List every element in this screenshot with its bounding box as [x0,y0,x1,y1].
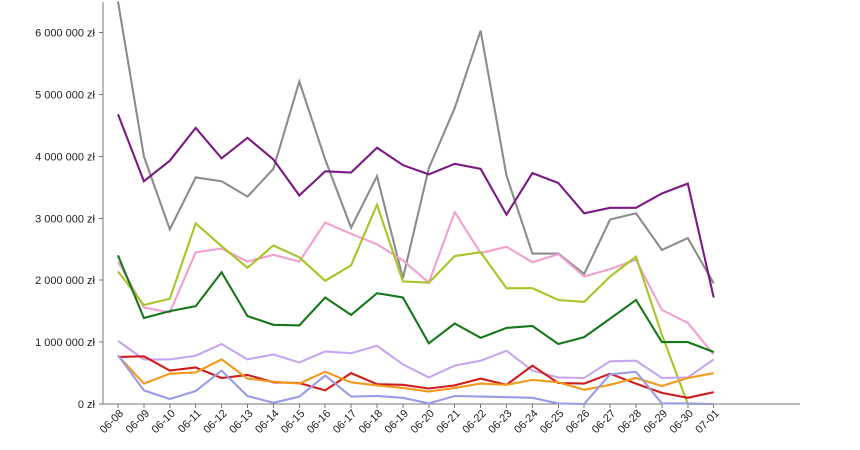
x-tick-label: 06-10 [150,408,178,436]
x-tick-label: 06-16 [305,408,333,436]
series-line-3 [117,209,715,356]
x-tick-label: 06-25 [538,408,566,436]
y-axis: 0 zł 1 000 000 zł 2 000 000 zł 3 000 000 zł… [35,2,104,411]
series-line-8 [117,354,714,393]
x-tick-label: 06-22 [460,408,488,436]
series-line-6 [117,340,715,380]
y-tick-label: 2 000 000 zł [35,275,95,287]
x-tick-label: 06-26 [564,408,592,436]
x-tick-label: 06-15 [279,408,307,436]
y-tick-label: 6 000 000 zł [35,28,95,40]
x-tick-label: 06-08 [98,408,126,436]
x-tick-label: 06-30 [668,408,696,436]
y-tick-label: 5 000 000 zł [35,90,95,102]
series-line-2 [117,113,715,298]
y-tick-label: 1 000 000 zł [35,337,95,349]
series-line-5 [117,254,715,353]
series-lines [116,1,715,406]
x-tick-label: 07-01 [693,408,721,436]
x-tick-label: 06-09 [124,408,152,436]
y-tick-label: 3 000 000 zł [35,213,95,225]
x-tick-label: 06-20 [409,408,437,436]
x-tick-label: 06-11 [176,408,204,436]
series-line-9 [117,354,714,406]
x-tick-label: 06-29 [642,408,670,436]
x-tick-label: 06-27 [590,408,618,436]
x-tick-label: 06-24 [512,408,540,436]
x-tick-label: 06-21 [434,408,462,436]
x-axis: 06-0806-0906-1006-1106-1206-1306-1406-15… [98,403,800,436]
x-tick-label: 06-12 [201,408,229,436]
series-line-4 [117,201,714,406]
x-tick-label: 06-28 [616,408,644,436]
x-tick-label: 06-14 [253,408,281,436]
x-tick-label: 06-13 [227,408,255,436]
x-tick-label: 06-18 [357,408,385,436]
x-tick-label: 06-23 [486,408,514,436]
x-tick-label: 06-17 [331,408,359,436]
x-tick-label: 06-19 [383,408,411,436]
series-line-7 [117,355,714,399]
y-tick-label: 4 000 000 zł [35,151,95,163]
y-tick-label: 0 zł [78,399,96,411]
series-line-1 [116,1,715,284]
